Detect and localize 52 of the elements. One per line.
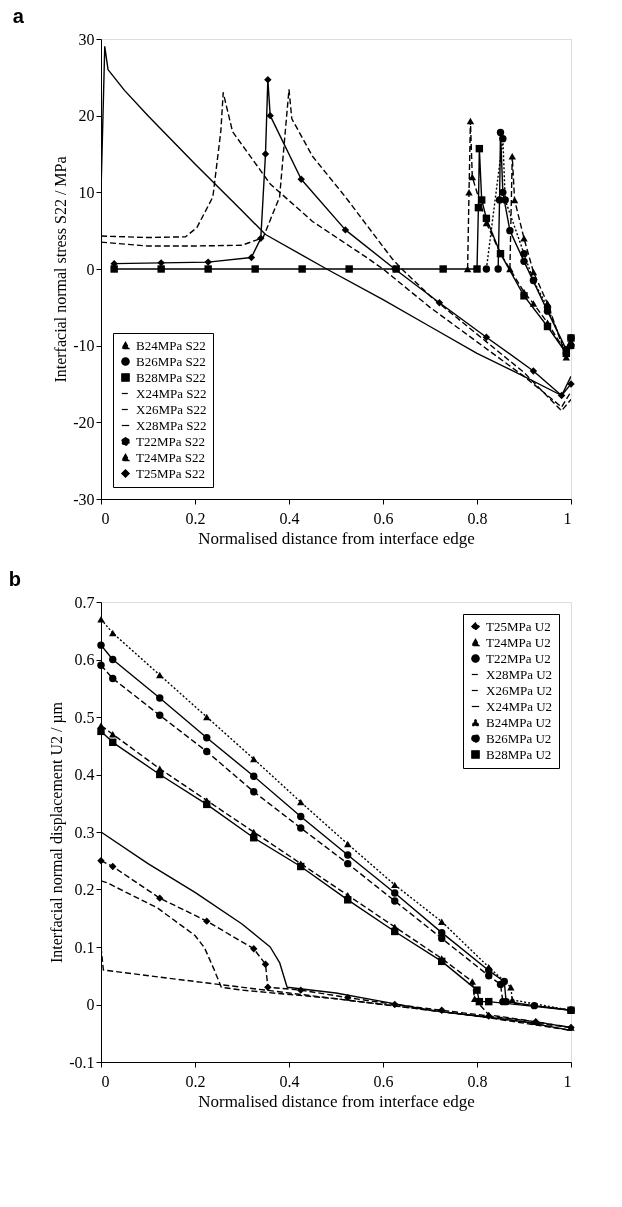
legend-label: B28MPa S22: [136, 369, 206, 385]
legend-label: T22MPa S22: [136, 433, 205, 449]
legend-label: T25MPa S22: [136, 465, 205, 481]
x-tick-label: 0.8: [467, 509, 488, 527]
y-tick-label: 0.6: [74, 651, 95, 668]
y-tick-label: 0.2: [74, 881, 95, 898]
y-tick-label: 20: [78, 107, 95, 125]
legend-label: B24MPa S22: [136, 337, 206, 353]
legend-label: T24MPa S22: [136, 449, 205, 465]
legend-label: X26MPa U2: [486, 682, 553, 698]
legend-label: X24MPa S22: [136, 385, 207, 401]
chart-title: b: [8, 568, 21, 590]
legend-label: T25MPa U2: [486, 618, 551, 634]
y-axis-title: Interfacial normal displacement U2 / µm: [48, 701, 67, 964]
y-tick-label: 0.7: [74, 593, 95, 611]
y-tick-label: 0.1: [74, 938, 95, 956]
x-tick-label: 0.6: [373, 1072, 394, 1090]
x-tick-label: 0: [101, 509, 110, 527]
y-tick-label: 0.5: [74, 708, 95, 726]
x-tick-label: 0.2: [185, 509, 206, 527]
legend-label: X28MPa S22: [136, 417, 207, 433]
legend-label: X28MPa U2: [486, 666, 553, 682]
x-axis-title: Normalised distance from interface edge: [198, 1091, 475, 1111]
chart-title: a: [12, 5, 25, 27]
y-tick-label: -0.1: [69, 1053, 95, 1071]
y-tick-label: 0: [86, 996, 95, 1013]
legend-label: X26MPa S22: [136, 401, 207, 417]
x-tick-label: 1: [563, 1072, 572, 1090]
y-tick-label: 30: [78, 30, 95, 48]
x-tick-label: 0.2: [185, 1072, 206, 1090]
legend-label: B24MPa U2: [486, 714, 552, 730]
legend-label: B26MPa U2: [486, 730, 552, 746]
legend-label: B26MPa S22: [136, 353, 206, 369]
x-tick-label: 0: [101, 1072, 110, 1090]
x-tick-label: 1: [563, 509, 572, 527]
y-tick-label: 10: [78, 183, 95, 201]
y-axis-title: Interfacial normal stress S22 / MPa: [52, 156, 70, 383]
x-axis-title: Normalised distance from interface edge: [198, 528, 475, 548]
y-tick-label: -20: [73, 413, 95, 431]
y-tick-label: -30: [73, 490, 95, 508]
x-tick-label: 0.4: [279, 509, 300, 527]
y-tick-label: 0.4: [74, 766, 95, 783]
legend-label: X24MPa U2: [486, 698, 553, 714]
legend-label: T24MPa U2: [486, 634, 551, 650]
x-tick-label: 0.4: [279, 1072, 300, 1090]
legend-label: T22MPa U2: [486, 650, 551, 666]
y-tick-label: 0.3: [74, 823, 95, 841]
y-tick-label: 0: [86, 260, 95, 278]
legend-label: B28MPa U2: [486, 746, 552, 762]
x-tick-label: 0.6: [373, 509, 394, 527]
x-tick-label: 0.8: [467, 1072, 488, 1090]
y-tick-label: -10: [73, 337, 95, 355]
